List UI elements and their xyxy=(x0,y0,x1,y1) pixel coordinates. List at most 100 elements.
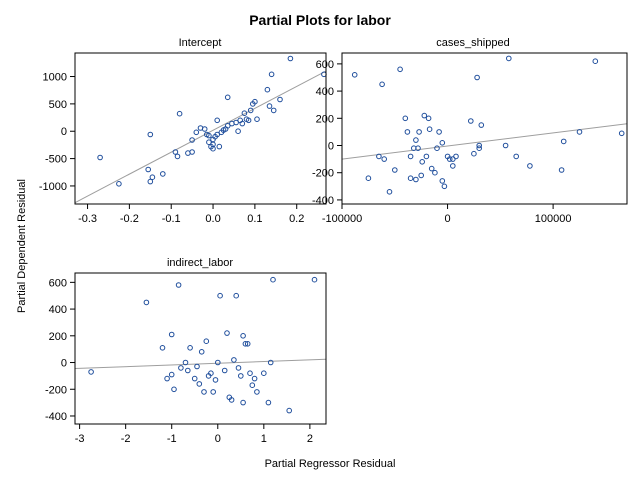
y-axis-label: Partial Dependent Residual xyxy=(16,179,28,313)
data-point xyxy=(415,145,421,151)
data-point xyxy=(189,149,195,155)
data-point xyxy=(233,119,239,126)
data-point xyxy=(172,149,179,155)
data-point xyxy=(168,331,175,338)
data-point xyxy=(182,359,189,366)
data-point xyxy=(418,172,425,179)
x-tick-label: -0.1 xyxy=(162,213,181,225)
data-point xyxy=(270,276,276,283)
y-tick-label: 400 xyxy=(49,304,67,316)
data-point xyxy=(168,371,175,378)
data-point xyxy=(221,367,228,374)
data-point xyxy=(423,153,430,160)
y-tick-label: 1000 xyxy=(43,72,67,84)
x-tick-label: -0.3 xyxy=(78,213,97,225)
data-point xyxy=(513,153,520,160)
y-tick-label: 600 xyxy=(49,277,67,289)
data-point xyxy=(476,145,483,151)
fit-line xyxy=(75,358,326,370)
plot-frame xyxy=(74,272,327,425)
data-point xyxy=(251,375,258,382)
panel-title: Intercept xyxy=(179,37,222,49)
data-point xyxy=(244,341,251,347)
data-point xyxy=(419,159,426,165)
data-point xyxy=(210,389,216,395)
data-point xyxy=(147,178,154,185)
data-point xyxy=(439,140,446,146)
data-point xyxy=(206,139,212,145)
data-point xyxy=(176,110,183,117)
y-tick-label: 0 xyxy=(328,141,334,153)
data-point xyxy=(407,175,414,181)
data-point xyxy=(266,103,273,109)
data-point xyxy=(277,96,283,103)
data-point xyxy=(434,145,440,151)
data-point xyxy=(233,292,239,299)
data-point xyxy=(265,399,272,406)
data-point xyxy=(560,138,567,145)
data-point xyxy=(240,333,246,339)
y-tick-label: -200 xyxy=(45,384,67,396)
data-point xyxy=(446,156,453,162)
panel-title: indirect_labor xyxy=(167,257,233,269)
data-point xyxy=(252,98,258,105)
data-point xyxy=(426,126,433,132)
data-point xyxy=(224,330,230,336)
data-point xyxy=(474,74,480,81)
data-point xyxy=(247,370,253,377)
data-point xyxy=(241,110,248,116)
figure-title: Partial Plots for labor xyxy=(249,12,391,28)
data-point xyxy=(476,142,483,149)
y-tick-label: -200 xyxy=(312,168,334,180)
y-tick-label: -500 xyxy=(45,154,67,166)
data-point xyxy=(238,373,244,379)
fit-line xyxy=(342,123,627,160)
data-point xyxy=(201,389,207,395)
data-point xyxy=(245,117,252,124)
data-point xyxy=(210,145,216,152)
data-point xyxy=(397,66,403,73)
data-point xyxy=(506,55,512,62)
data-point xyxy=(267,359,274,366)
panel-indirect-labor: indirect_labor -3 -2 -1 0 1 2 -400 -200 0 200 400 6… xyxy=(45,257,327,445)
data-point xyxy=(189,137,195,143)
data-point xyxy=(576,129,583,135)
data-point xyxy=(116,181,122,187)
data-point xyxy=(247,107,254,114)
x-tick-label: 2 xyxy=(307,433,313,445)
data-point xyxy=(194,363,200,370)
data-point xyxy=(386,189,393,195)
data-point xyxy=(212,377,219,383)
data-point xyxy=(185,367,191,374)
x-axis-label: Partial Regressor Residual xyxy=(265,458,396,470)
data-point xyxy=(224,123,231,129)
plot-frame xyxy=(74,52,327,205)
fit-line xyxy=(75,70,326,204)
data-point xyxy=(471,150,477,157)
data-point xyxy=(453,153,459,160)
y-tick-label: 400 xyxy=(316,86,334,98)
data-point xyxy=(145,166,151,173)
data-point xyxy=(392,167,398,173)
data-point xyxy=(450,163,456,169)
data-point xyxy=(450,156,456,162)
x-tick-label: 0.2 xyxy=(289,213,304,225)
data-point xyxy=(527,163,533,169)
y-tick-label: 200 xyxy=(316,113,334,125)
data-point xyxy=(224,94,231,101)
y-tick-label: -1000 xyxy=(39,181,67,193)
data-point xyxy=(191,375,198,382)
y-tick-label: 600 xyxy=(316,59,334,71)
data-point xyxy=(286,407,293,414)
data-point xyxy=(201,126,208,132)
data-point xyxy=(404,129,411,135)
y-tick-label: 0 xyxy=(61,358,67,370)
data-point xyxy=(441,183,448,190)
data-point xyxy=(164,375,170,382)
data-point xyxy=(436,129,442,135)
data-point xyxy=(240,399,246,406)
x-tick-label: 1 xyxy=(261,433,267,445)
data-point xyxy=(198,349,205,355)
x-tick-label: -100000 xyxy=(322,213,362,225)
data-point xyxy=(171,386,177,393)
